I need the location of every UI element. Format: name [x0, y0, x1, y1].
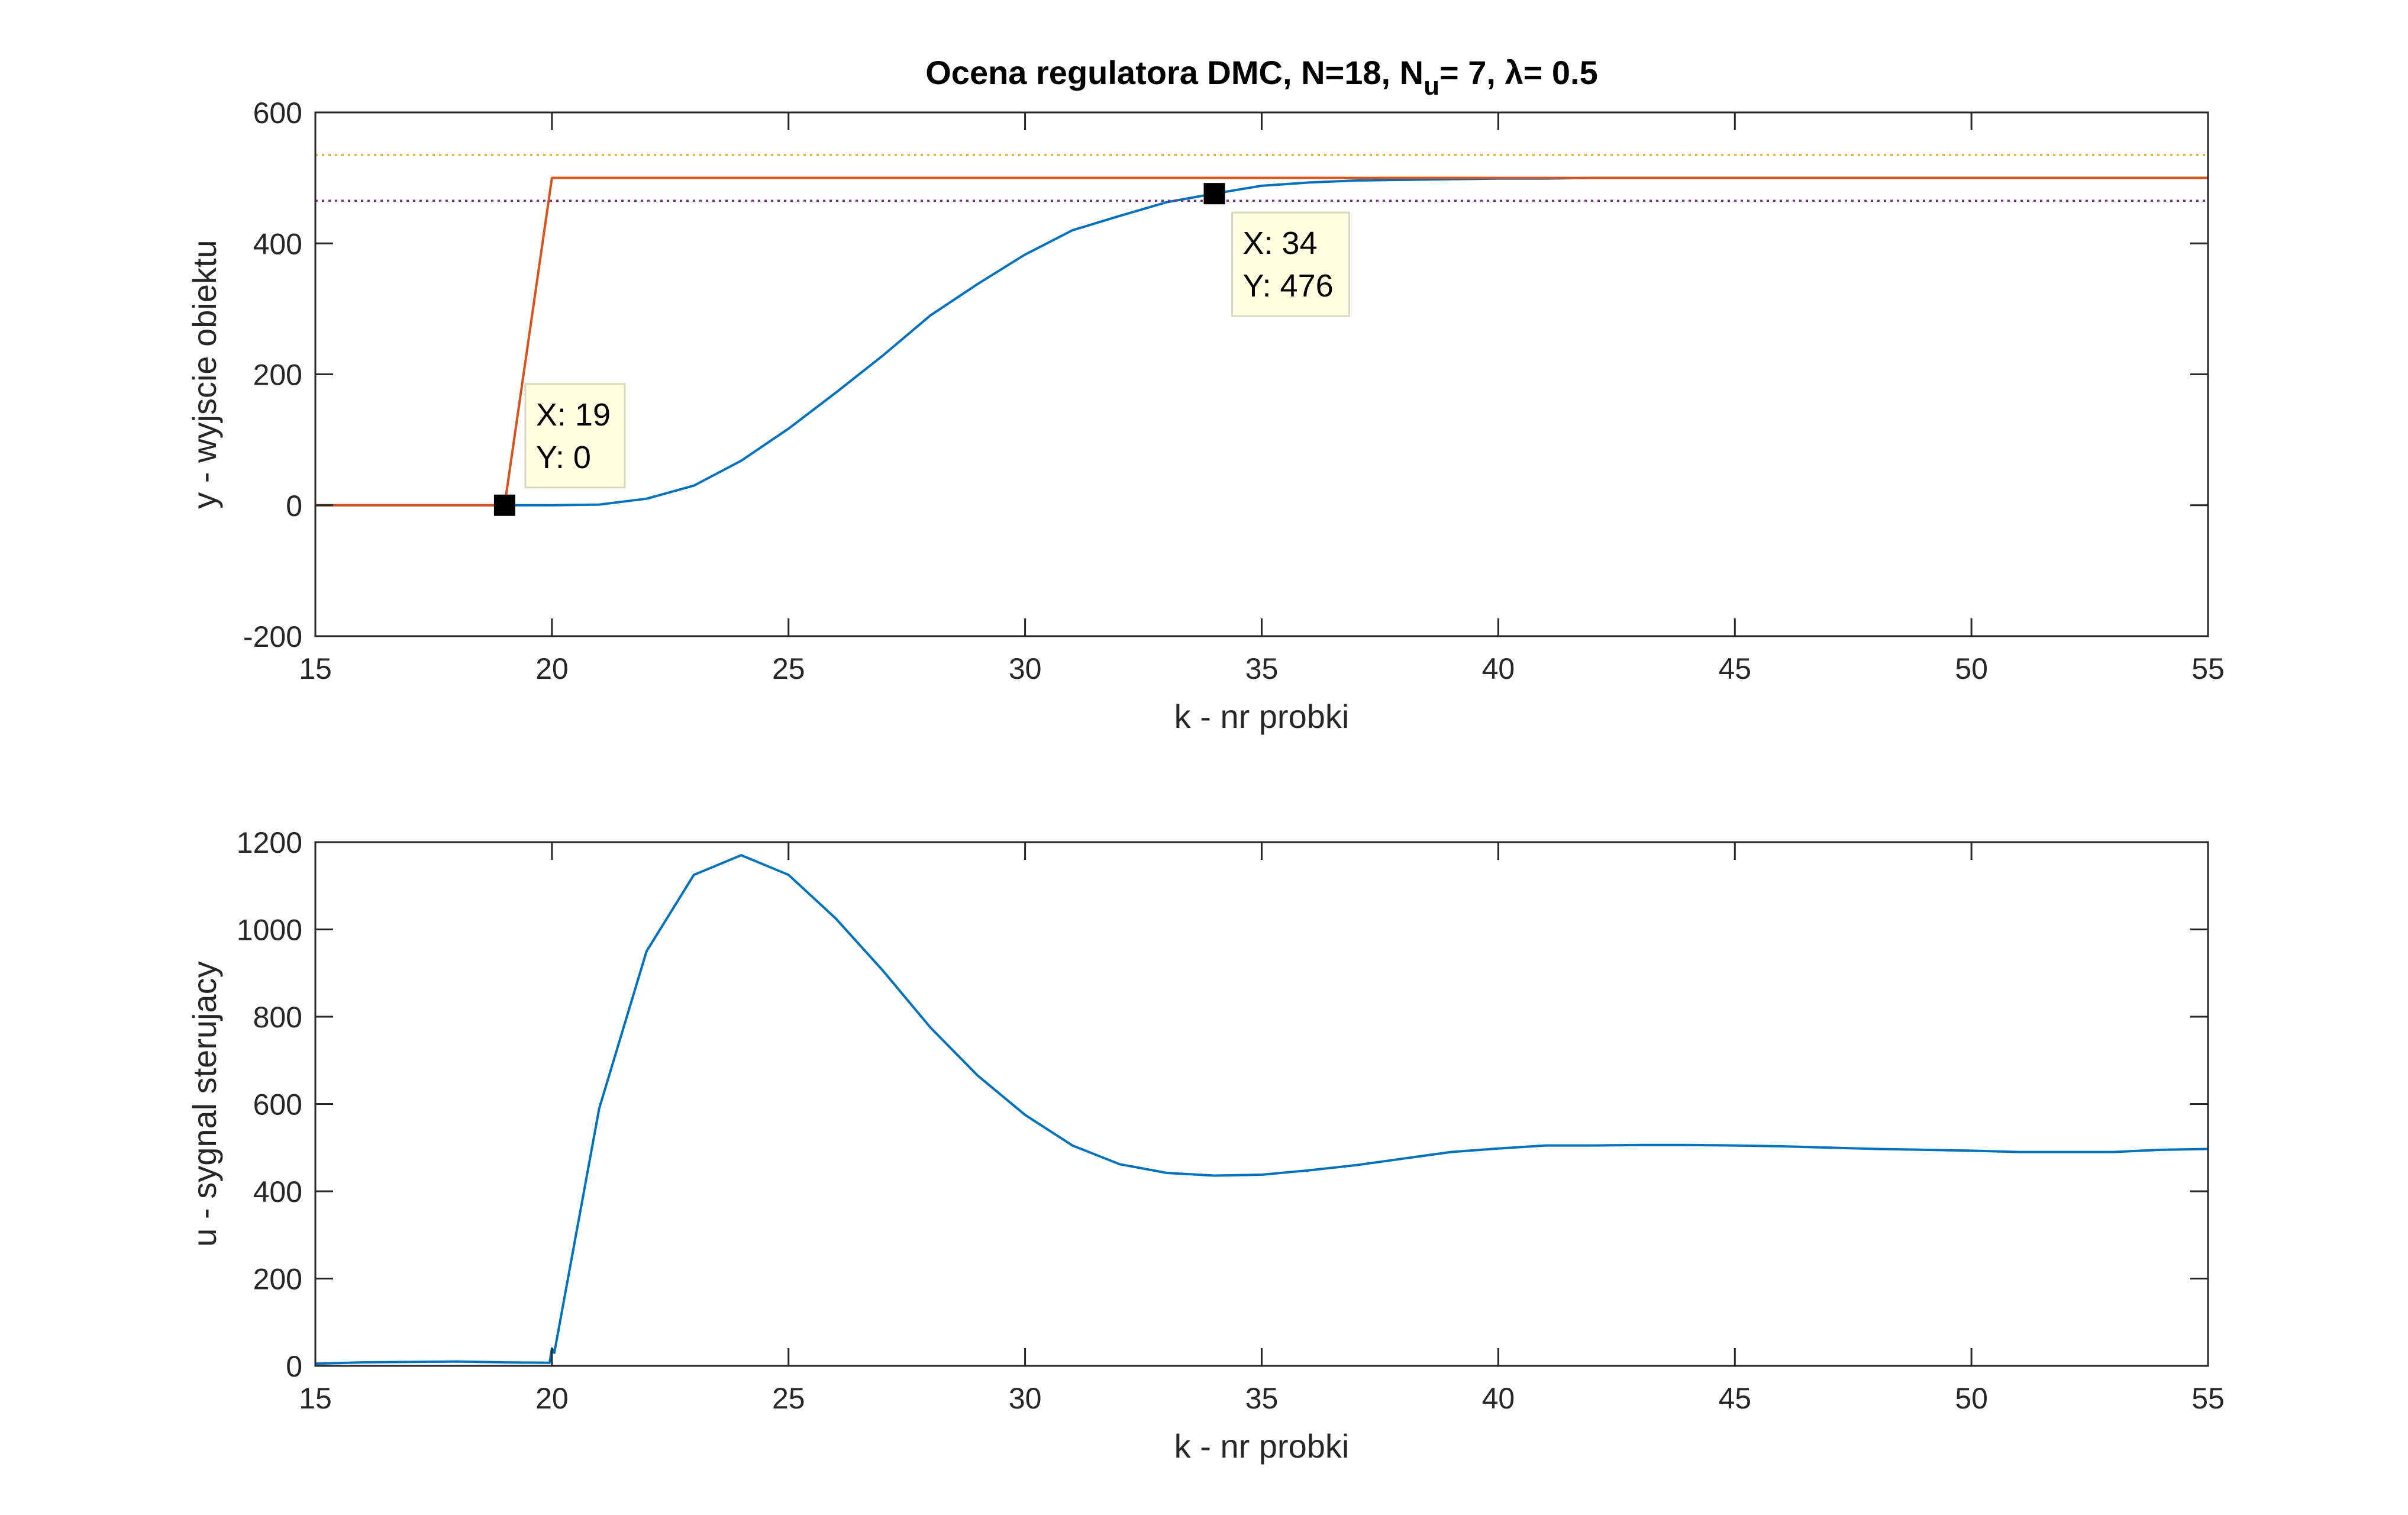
plot-area [315, 842, 2208, 1366]
y-tick-label: 1200 [237, 826, 302, 859]
datatip-box [1231, 211, 1351, 317]
series-line-2 [315, 176, 2208, 507]
y-axis-label: u - sygnal sterujacy [186, 961, 223, 1246]
y-tick-label: 800 [253, 1001, 302, 1034]
datatip-x-label: X: 34 [1243, 225, 1318, 261]
x-tick-label: 50 [1955, 652, 1988, 685]
x-tick-label: 15 [299, 652, 332, 685]
datatip-box [524, 383, 626, 489]
datatip-y-label: Y: 0 [536, 440, 591, 475]
x-tick-label: 25 [772, 652, 805, 685]
y-tick-label: 600 [253, 96, 302, 130]
datatip-x-label: X: 19 [536, 397, 611, 433]
title-subscript: u [1424, 72, 1439, 101]
x-axis-label: k - nr probki [1174, 698, 1350, 735]
y-tick-label: 1000 [237, 914, 302, 947]
series-line-1 [315, 854, 2208, 1365]
x-tick-label: 25 [772, 1382, 805, 1415]
x-tick-label: 30 [1009, 652, 1042, 685]
y-tick-label: 400 [253, 227, 302, 260]
y-tick-label: 200 [253, 1263, 302, 1296]
series-group [315, 854, 2208, 1365]
title-rest: = 7, λ= 0.5 [1439, 54, 1598, 91]
datatip-marker [1203, 183, 1225, 205]
x-tick-label: 40 [1482, 652, 1515, 685]
x-tick-label: 45 [1718, 1382, 1751, 1415]
datatip-y-label: Y: 476 [1243, 268, 1334, 304]
y-tick-label: 0 [286, 1350, 302, 1383]
x-tick-label: 30 [1009, 1382, 1042, 1415]
bottom-subplot: 15 20 25 30 35 40 45 50 55 0 200 400 600 800 1000 1200 k… [186, 826, 2225, 1465]
x-tick-label: 35 [1245, 652, 1279, 685]
x-tick-label: 45 [1718, 652, 1751, 685]
x-tick-label: 50 [1955, 1382, 1988, 1415]
x-tick-label: 20 [535, 652, 569, 685]
title-main: Ocena regulatora DMC, N=18, N [925, 54, 1424, 91]
x-tick-label: 15 [299, 1382, 332, 1415]
y-axis-label: y - wyjscie obiektu [186, 240, 223, 508]
x-tick-label: 55 [2191, 1382, 2225, 1415]
x-tick-label: 35 [1245, 1382, 1279, 1415]
datatip-marker [493, 494, 515, 516]
y-tick-label: 600 [253, 1088, 302, 1121]
y-tick-label: -200 [243, 620, 302, 653]
x-axis-label: k - nr probki [1174, 1427, 1350, 1465]
x-tick-label: 40 [1482, 1382, 1515, 1415]
x-tick-label: 20 [535, 1382, 569, 1415]
chart-title: Ocena regulatora DMC, N=18, Nu= 7, λ= 0.… [925, 54, 1597, 101]
series-group [315, 154, 2208, 507]
top-subplot: 15 20 25 30 35 40 45 50 55 -200 0 200 400 600 k - nr p… [186, 54, 2225, 735]
plot-area [315, 112, 2208, 636]
y-tick-label: 200 [253, 359, 302, 392]
y-tick-label: 400 [253, 1175, 302, 1208]
y-tick-label: 0 [286, 489, 302, 523]
x-tick-label: 55 [2191, 652, 2225, 685]
